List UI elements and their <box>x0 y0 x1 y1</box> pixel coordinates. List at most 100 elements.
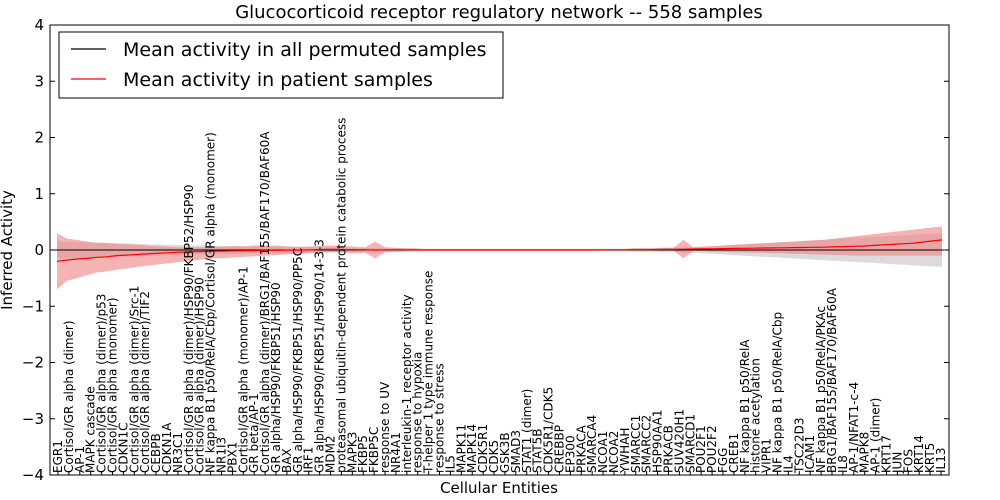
entity-label: MAPK11 <box>454 424 468 473</box>
entity-label: Cortisol/GR alpha (dimer)/BRG1/BAF155/BA… <box>258 131 272 473</box>
entity-label: EGR1 <box>51 440 65 473</box>
entity-label: KRT17 <box>880 435 894 473</box>
entity-label: PRKACA <box>574 424 588 473</box>
y-tick-label: −4 <box>22 466 44 484</box>
entity-label: CDK5 <box>487 440 501 473</box>
entity-label: GR beta/AP-1 <box>247 393 261 473</box>
entity-label: JUN <box>890 452 904 474</box>
entity-label: AP-1 <box>73 446 87 473</box>
entity-label: MAPK cascade <box>84 386 98 473</box>
chart-title: Glucocorticoid receptor regulatory netwo… <box>235 2 763 23</box>
entity-label: PRKACB <box>662 425 676 473</box>
entity-label: NF kappa B1 p50/RelA/Cbp <box>771 312 785 473</box>
entity-label: NCOA1 <box>596 431 610 473</box>
entity-label: STAT1 (dimer) <box>520 389 534 473</box>
entity-label: KRT14 <box>912 435 926 473</box>
entity-label: FGG <box>716 448 730 474</box>
entity-label: NR1I3 <box>215 437 229 473</box>
x-axis-title: Cellular Entities <box>440 479 558 497</box>
entity-label: KRT5 <box>923 443 937 473</box>
entity-label: CREB1 <box>727 433 741 473</box>
entity-label: BAX <box>280 448 294 473</box>
entity-label: TSC22D3 <box>792 418 806 474</box>
entity-label: NF kappa B1 p50/RelA <box>738 339 752 473</box>
entity-label: Cortisol/GR alpha (monomer) <box>106 297 120 473</box>
legend: Mean activity in all permuted samples Me… <box>58 31 504 99</box>
entity-label: interleukin-1 receptor activity <box>400 294 414 473</box>
entity-label: Cortisol/GR alpha (dimer) <box>62 320 76 473</box>
entity-label: CDKN1A <box>160 422 174 473</box>
entity-label: IL4 <box>781 455 795 473</box>
entity-label: SUV420H1 <box>672 409 686 473</box>
entity-label: MAPK3 <box>345 432 359 473</box>
legend-label-permuted: Mean activity in all permuted samples <box>123 39 486 61</box>
plot-frame <box>49 24 950 476</box>
entity-label: AP-1/NFAT1-c-4 <box>847 382 861 473</box>
entity-label: histone acetylation <box>749 358 763 473</box>
plot-area <box>50 226 949 290</box>
entity-label: IL8 <box>836 455 850 473</box>
entity-label: SMARCC1 <box>629 415 643 473</box>
entity-label: SMARCD1 <box>683 414 697 473</box>
entity-label: MDM2 <box>324 435 338 473</box>
entity-label: SMARCA4 <box>585 415 599 473</box>
entity-label: POU2F1 <box>694 425 708 473</box>
entity-label: GSK3B <box>498 432 512 473</box>
entity-label: EP300 <box>563 435 577 473</box>
entity-label: Cortisol/GR alpha (monomer)/AP-1 <box>236 266 250 473</box>
legend-label-patient: Mean activity in patient samples <box>123 69 433 91</box>
y-tick-label: 3 <box>34 72 44 90</box>
entity-label: NCOA2 <box>607 431 621 473</box>
entity-label: GR alpha/HSP90/FKBP51/HSP90/14-3-3 <box>313 239 327 473</box>
entity-label: Cortisol/GR alpha (dimer)/Src-1 <box>127 286 141 473</box>
entity-label: BRG1/BAF155/BAF170/BAF60A <box>825 287 839 473</box>
entity-label: IRF1 <box>302 447 316 473</box>
entity-label: YWHAH <box>618 428 632 474</box>
y-tick-label: 1 <box>34 185 44 203</box>
entity-label: NF kappa B1 p50/RelA/PKAc <box>814 306 828 473</box>
entity-label: MAPK14 <box>465 424 479 473</box>
entity-label: CEBPB <box>149 433 163 473</box>
entity-label: STAT5B <box>531 429 545 474</box>
entity-label: response to UV <box>378 381 392 473</box>
entity-label: ICAM1 <box>803 435 817 473</box>
entity-label: NR4A1 <box>389 432 403 473</box>
entity-label: NF kappa B1 p50/RelA/Cbp/Cortisol/GR alp… <box>204 132 218 473</box>
entity-label: SMARCC2 <box>640 415 654 473</box>
entity-label: response to stress <box>433 363 447 473</box>
entity-label: MAPK8 <box>858 432 872 473</box>
legend-box <box>58 31 504 99</box>
entity-label: Cortisol/GR alpha (dimer)/p53 <box>95 294 109 473</box>
entity-label: AP-1 (dimer) <box>869 398 883 473</box>
entity-label: GR alpha/HSP90/FKBP51/HSP90 <box>269 282 283 473</box>
entity-label: response to hypoxia <box>411 352 425 473</box>
y-tick-label: 4 <box>34 16 44 34</box>
y-tick-label: −1 <box>22 297 44 315</box>
entity-label: SMAD3 <box>509 430 523 473</box>
y-tick-label: 2 <box>34 129 44 147</box>
entity-label: CDK5R1 <box>476 424 490 473</box>
entity-label: IL5 <box>443 455 457 473</box>
entity-label: VIPR1 <box>760 438 774 473</box>
entity-label: POU2F2 <box>705 425 719 473</box>
patient-line <box>56 239 943 262</box>
entity-label: IL13 <box>934 448 948 474</box>
entity-label: FKBP5C <box>367 427 381 473</box>
entity-label: NR3C1 <box>171 432 185 473</box>
entity-label: Cortisol/GR alpha (dimer)/HSP90 <box>193 277 207 473</box>
entity-label: T-helper 1 type immune response <box>422 271 436 474</box>
entity-label: Cortisol/GR alpha (dimer)/HSP90/FKBP52/H… <box>182 185 196 473</box>
entity-label: Cortisol/GR alpha (dimer)/TIF2 <box>138 291 152 473</box>
entity-label: CREBBP <box>553 425 567 473</box>
entity-label: FOS <box>901 449 915 473</box>
entity-label: CDK5R1/CDK5 <box>542 387 556 473</box>
entity-label: CDKN1C <box>116 423 130 473</box>
entity-label: FKBP5 <box>356 435 370 473</box>
entity-label: proteasomal ubiquitin-dependent protein … <box>334 118 348 473</box>
y-tick-label: −2 <box>22 354 44 372</box>
entity-label: PBX1 <box>225 442 239 473</box>
entity-label: GR alpha/HSP90/FKBP51/HSP90/PP5C <box>291 248 305 473</box>
y-tick-label: 0 <box>34 241 44 259</box>
